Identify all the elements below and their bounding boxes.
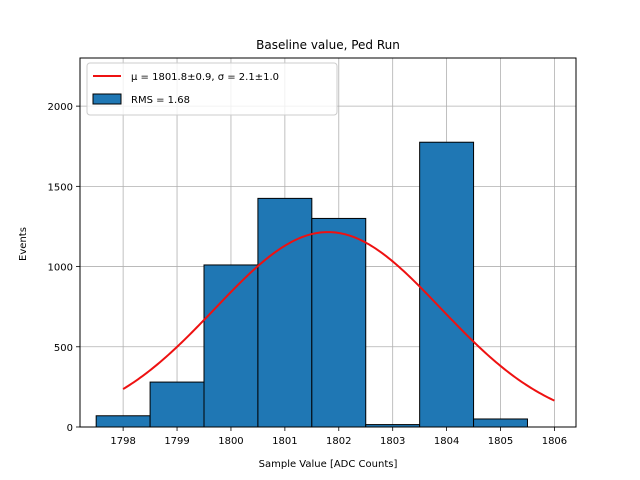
legend: μ = 1801.8±0.9, σ = 2.1±1.0 RMS = 1.68: [86, 62, 338, 116]
legend-histogram-swatch: [92, 93, 122, 105]
legend-box: [86, 62, 338, 116]
histogram-bar: [311, 217, 367, 428]
x-tick-label: 1800: [218, 436, 243, 447]
x-tick-label: 1803: [380, 436, 405, 447]
y-tick-label: 0: [67, 423, 73, 434]
y-tick-label: 500: [54, 343, 73, 354]
x-tick-label: 1799: [164, 436, 189, 447]
legend-fit-label: μ = 1801.8±0.9, σ = 2.1±1.0: [131, 72, 279, 83]
y-tick-label: 1000: [48, 263, 73, 274]
x-tick-label: 1798: [110, 436, 135, 447]
y-axis-ticks: 0 500 1000 1500 2000: [48, 102, 80, 434]
x-tick-label: 1801: [272, 436, 297, 447]
histogram-bars: [95, 141, 528, 428]
x-axis-ticks: 1798 1799 1800 1801 1802 1803 1804 1805 1806: [110, 427, 567, 447]
chart-title: Baseline value, Ped Run: [256, 38, 400, 52]
histogram-bar: [419, 141, 475, 428]
gaussian-fit-curve: [122, 231, 555, 402]
x-axis-label: Sample Value [ADC Counts]: [259, 459, 398, 470]
x-tick-label: 1804: [434, 436, 459, 447]
x-tick-label: 1806: [542, 436, 567, 447]
legend-histogram-label: RMS = 1.68: [131, 95, 190, 106]
histogram-bar: [149, 381, 205, 428]
y-tick-label: 1500: [48, 182, 73, 193]
histogram-bar: [203, 264, 259, 428]
x-tick-label: 1802: [326, 436, 351, 447]
histogram-bar: [473, 418, 528, 428]
y-tick-label: 2000: [48, 102, 73, 113]
histogram-bar: [95, 415, 151, 428]
x-tick-label: 1805: [488, 436, 513, 447]
plot-area-frame: [79, 57, 577, 428]
histogram-bar: [257, 197, 313, 428]
gaussian-fit-line: [122, 231, 555, 402]
y-axis-label: Events: [18, 227, 29, 261]
